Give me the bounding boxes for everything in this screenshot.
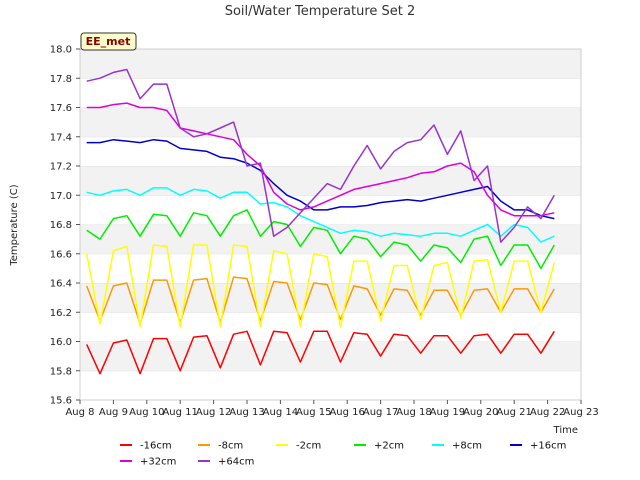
y-tick-label: 16.8 <box>50 220 72 231</box>
x-tick-label: Aug 9 <box>99 407 128 418</box>
grid-band <box>80 166 581 196</box>
x-tick-label: Aug 14 <box>263 407 298 418</box>
chart-title: Soil/Water Temperature Set 2 <box>225 4 416 19</box>
site-label-background <box>80 32 137 51</box>
grid-band <box>80 370 581 400</box>
grid-band <box>80 341 581 371</box>
series-line--8cm <box>85 276 555 325</box>
series-line-+2cm <box>86 209 555 270</box>
series-line-+8cm <box>86 187 555 243</box>
grid-bands <box>80 48 581 400</box>
series-line--2cm <box>85 244 556 328</box>
y-tick-label: 16.0 <box>50 337 72 348</box>
legend-label: -8cm <box>218 441 243 452</box>
grid-band <box>80 312 581 342</box>
legend-label: +64cm <box>218 457 254 468</box>
x-tick-label: Aug 21 <box>496 407 531 418</box>
legend: -16cm -8cm -2cm +2cm +8cm +16cm +32cm +64cm <box>120 441 566 468</box>
y-tick-label: 17.6 <box>50 103 72 114</box>
x-tick-label: Aug 18 <box>396 407 431 418</box>
x-tick-label: Aug 23 <box>563 407 598 418</box>
legend-label: -16cm <box>140 441 172 452</box>
legend-label: +16cm <box>530 441 566 452</box>
series-line-+64cm <box>86 68 555 243</box>
x-tick-label: Aug 22 <box>530 407 565 418</box>
series-layer <box>85 68 556 375</box>
legend-label: -2cm <box>296 441 321 452</box>
legend-label: +8cm <box>452 441 482 452</box>
grid-band <box>80 107 581 137</box>
y-tick-label: 16.6 <box>50 249 72 260</box>
series-line-+32cm <box>86 102 555 217</box>
x-tick-label: Aug 13 <box>229 407 264 418</box>
x-tick-label: Aug 15 <box>296 407 331 418</box>
x-tick-label: Aug 17 <box>363 407 398 418</box>
series-line--16cm <box>86 330 555 375</box>
y-tick-label: 17.4 <box>50 132 72 143</box>
x-axis-label: Time <box>553 425 578 436</box>
grid-band <box>80 283 581 313</box>
y-axis-ticks: 15.6 15.8 16.0 16.2 16.4 16.6 16.8 17.0 17.2 17.4… <box>50 45 80 407</box>
x-tick-label: Aug 12 <box>196 407 231 418</box>
y-axis-label: Temperature (C) <box>9 184 20 266</box>
y-tick-label: 16.2 <box>50 308 72 319</box>
y-tick-label: 15.8 <box>50 366 72 377</box>
site-label-box: EE_met <box>80 32 137 51</box>
y-tick-label: 17.2 <box>50 162 72 173</box>
y-tick-label: 18.0 <box>50 45 72 56</box>
grid-band <box>80 49 581 79</box>
legend-label: +2cm <box>374 441 404 452</box>
x-tick-label: Aug 10 <box>129 407 164 418</box>
y-tick-label: 17.8 <box>50 74 72 85</box>
grid-band <box>80 78 581 108</box>
x-tick-label: Aug 20 <box>463 407 498 418</box>
x-tick-label: Aug 16 <box>329 407 364 418</box>
site-label: EE_met <box>86 35 131 48</box>
grid-band <box>80 136 581 166</box>
y-tick-label: 16.4 <box>50 279 72 290</box>
x-tick-label: Aug 11 <box>162 407 197 418</box>
x-tick-label: Aug 19 <box>430 407 465 418</box>
legend-label: +32cm <box>140 457 176 468</box>
y-tick-label: 17.0 <box>50 191 72 202</box>
x-tick-label: Aug 8 <box>65 407 94 418</box>
series-line-+16cm <box>86 138 555 220</box>
y-tick-label: 15.6 <box>50 396 72 407</box>
